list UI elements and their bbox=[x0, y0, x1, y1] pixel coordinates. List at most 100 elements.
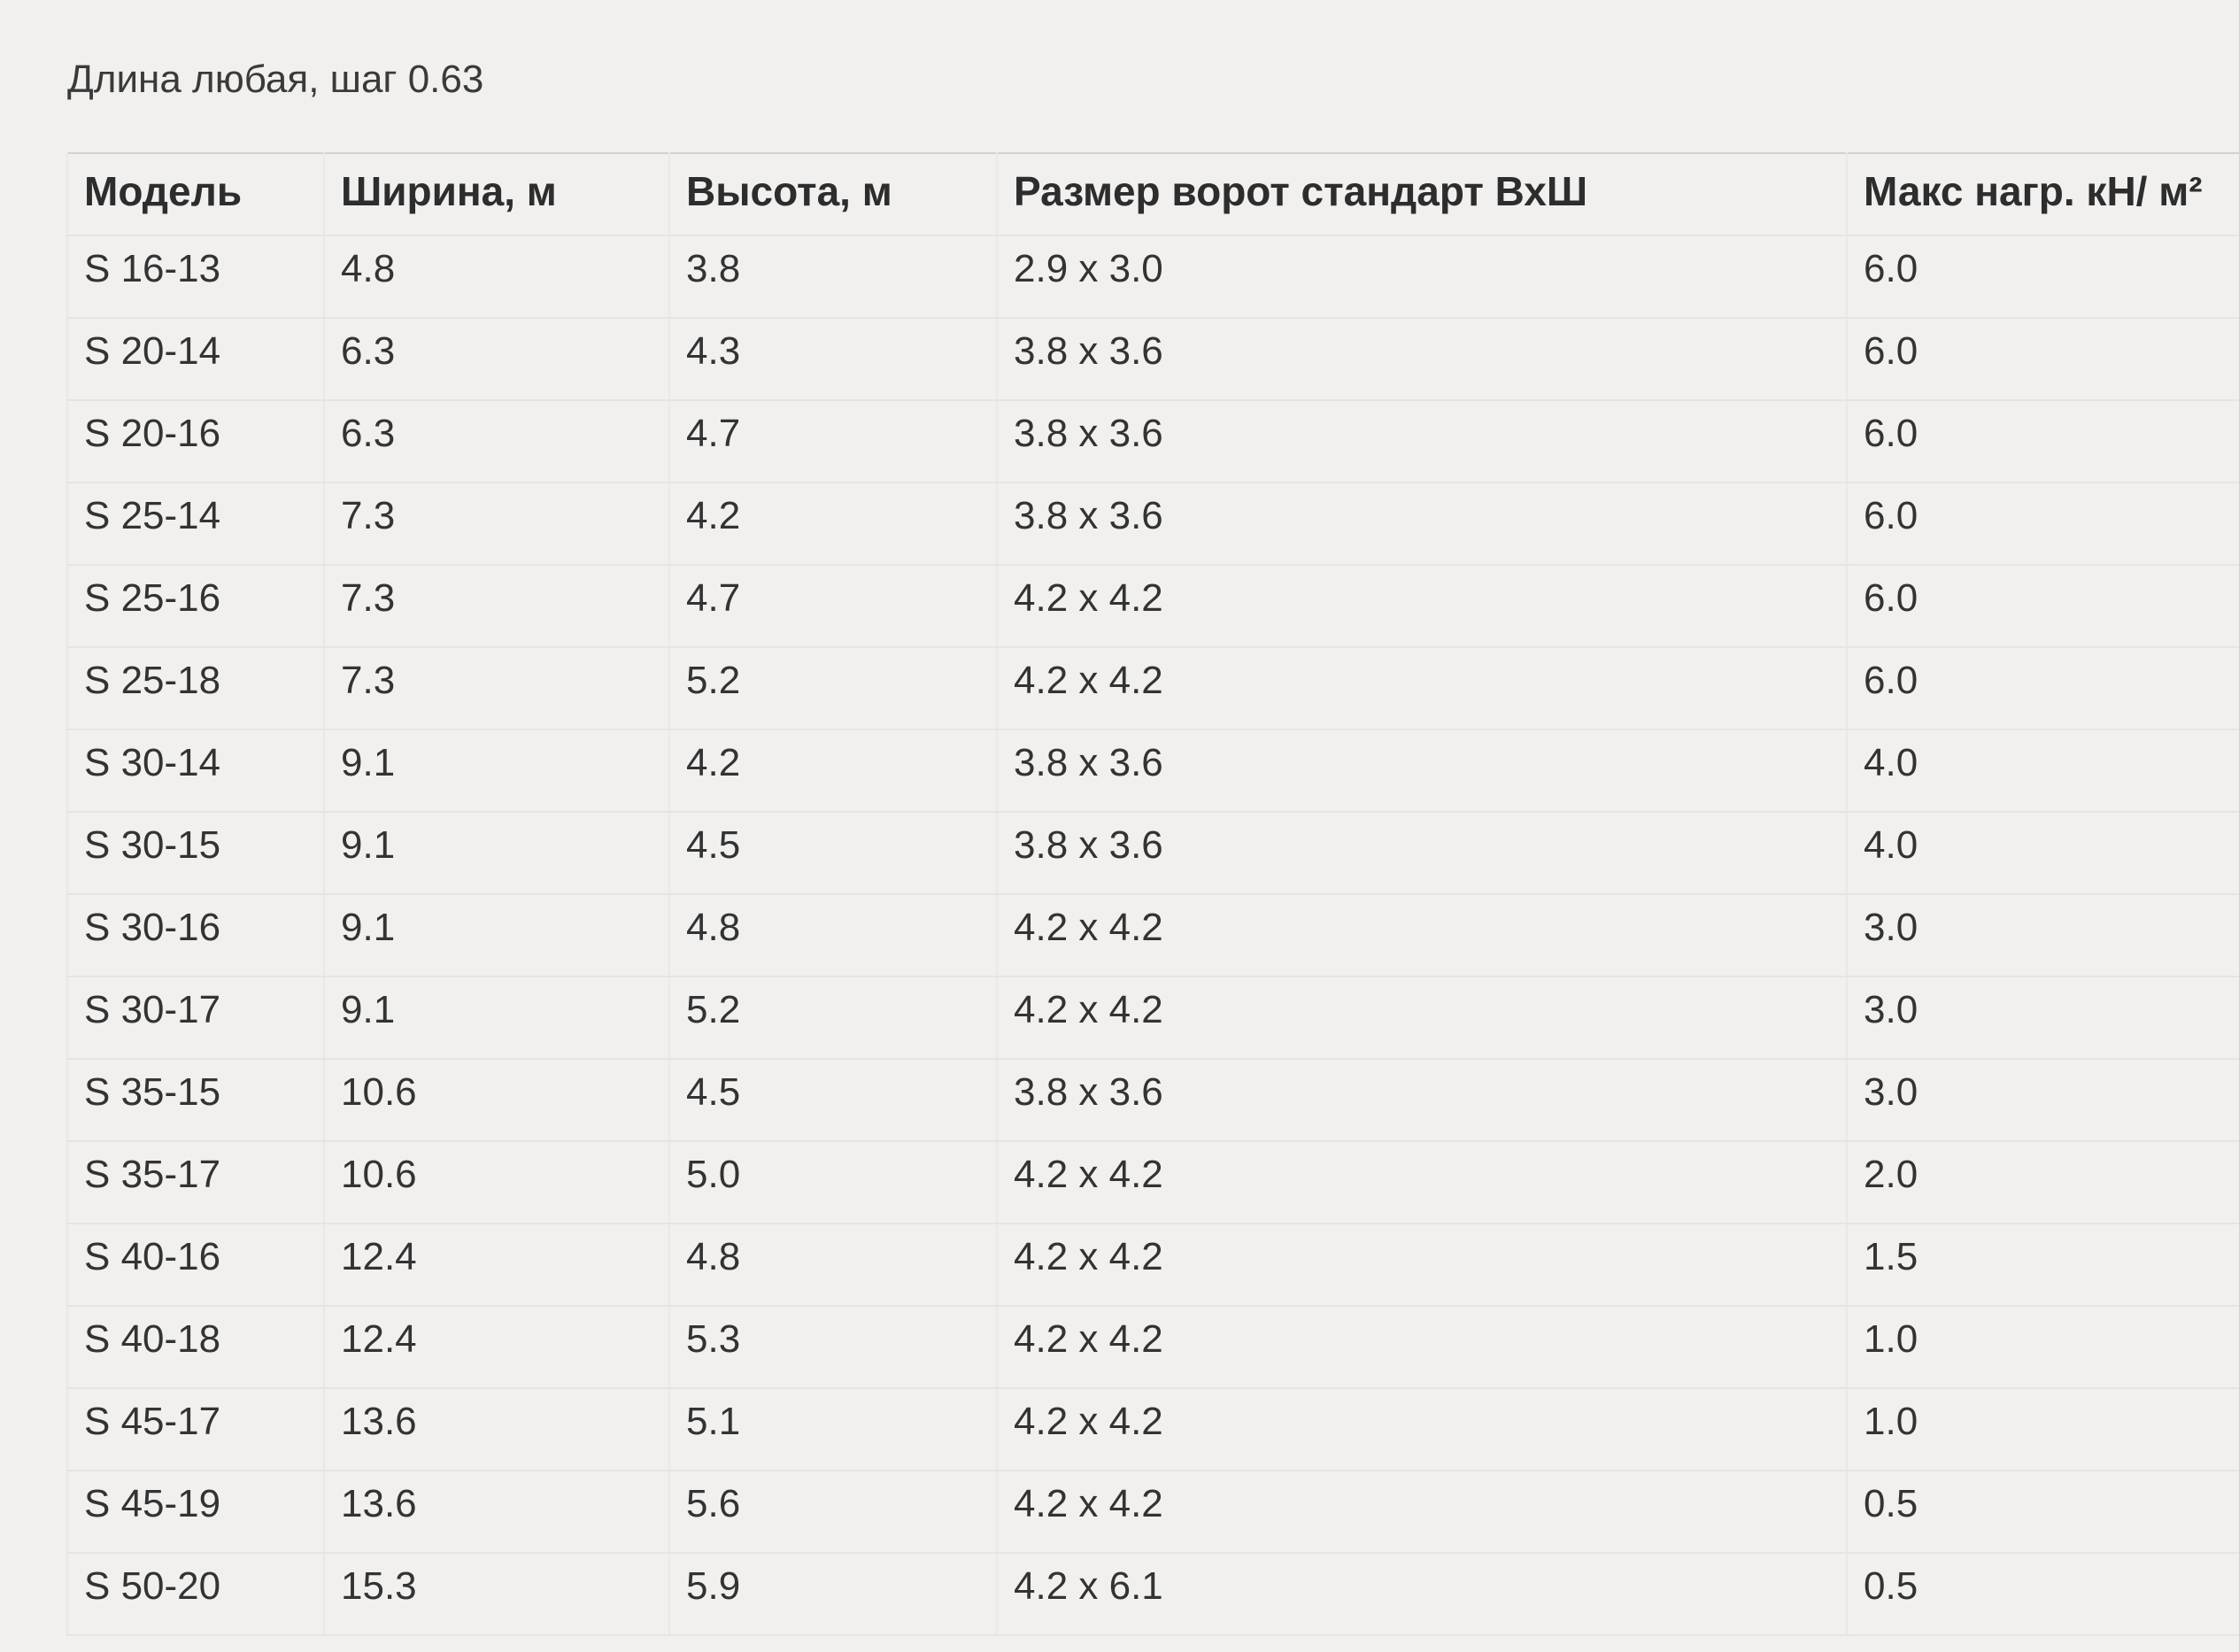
table-row: S 30-14 9.1 4.2 3.8 x 3.6 4.0 bbox=[66, 730, 2239, 813]
cell-width: 13.6 bbox=[323, 1471, 669, 1554]
cell-max-load: 6.0 bbox=[1846, 647, 2239, 730]
cell-gate: 4.2 x 4.2 bbox=[996, 1471, 1847, 1554]
cell-height: 5.2 bbox=[668, 647, 997, 730]
cell-height: 5.0 bbox=[668, 1141, 997, 1224]
cell-max-load: 1.5 bbox=[1846, 1224, 2239, 1307]
cell-height: 3.8 bbox=[668, 235, 997, 319]
table-row: S 30-17 9.1 5.2 4.2 x 4.2 3.0 bbox=[66, 977, 2239, 1060]
cell-max-load: 0.5 bbox=[1846, 1471, 2239, 1554]
table-row: S 40-18 12.4 5.3 4.2 x 4.2 1.0 bbox=[66, 1306, 2239, 1389]
table-row: S 20-14 6.3 4.3 3.8 x 3.6 6.0 bbox=[66, 318, 2239, 401]
cell-max-load: 3.0 bbox=[1846, 894, 2239, 977]
cell-height: 4.5 bbox=[668, 1059, 997, 1142]
cell-max-load: 1.0 bbox=[1846, 1306, 2239, 1389]
cell-model: S 16-13 bbox=[66, 235, 324, 319]
cell-model: S 30-14 bbox=[66, 730, 324, 813]
cell-width: 10.6 bbox=[323, 1141, 669, 1224]
table-row: S 25-16 7.3 4.7 4.2 x 4.2 6.0 bbox=[66, 565, 2239, 648]
cell-width: 12.4 bbox=[323, 1224, 669, 1307]
cell-height: 5.9 bbox=[668, 1553, 997, 1636]
cell-gate: 4.2 x 4.2 bbox=[996, 1388, 1847, 1471]
cell-gate: 4.2 x 4.2 bbox=[996, 1224, 1847, 1307]
column-header-width: Ширина, м bbox=[323, 153, 669, 236]
cell-height: 4.2 bbox=[668, 730, 997, 813]
cell-gate: 3.8 x 3.6 bbox=[996, 730, 1847, 813]
cell-model: S 25-18 bbox=[66, 647, 324, 730]
cell-width: 7.3 bbox=[323, 565, 669, 648]
cell-max-load: 2.0 bbox=[1846, 1141, 2239, 1224]
cell-width: 9.1 bbox=[323, 977, 669, 1060]
table-row: S 30-15 9.1 4.5 3.8 x 3.6 4.0 bbox=[66, 812, 2239, 895]
cell-width: 6.3 bbox=[323, 318, 669, 401]
cell-model: S 30-15 bbox=[66, 812, 324, 895]
cell-model: S 30-17 bbox=[66, 977, 324, 1060]
spec-table-container: Модель Ширина, м Высота, м Размер ворот ста… bbox=[66, 152, 2239, 1636]
cell-gate: 3.8 x 3.6 bbox=[996, 1059, 1847, 1142]
cell-height: 4.2 bbox=[668, 482, 997, 566]
cell-max-load: 4.0 bbox=[1846, 812, 2239, 895]
cell-max-load: 6.0 bbox=[1846, 235, 2239, 319]
cell-height: 4.8 bbox=[668, 1224, 997, 1307]
cell-height: 5.6 bbox=[668, 1471, 997, 1554]
cell-width: 15.3 bbox=[323, 1553, 669, 1636]
cell-model: S 40-18 bbox=[66, 1306, 324, 1389]
cell-width: 12.4 bbox=[323, 1306, 669, 1389]
table-body: S 16-13 4.8 3.8 2.9 x 3.0 6.0 S 20-14 6.3 4.3 3.… bbox=[66, 235, 2239, 1636]
column-header-max-load: Макс нагр. кН/ м² bbox=[1846, 153, 2239, 236]
table-header-row: Модель Ширина, м Высота, м Размер ворот ста… bbox=[66, 153, 2239, 236]
cell-height: 5.2 bbox=[668, 977, 997, 1060]
cell-max-load: 1.0 bbox=[1846, 1388, 2239, 1471]
column-header-model: Модель bbox=[66, 153, 324, 236]
cell-gate: 2.9 x 3.0 bbox=[996, 235, 1847, 319]
cell-max-load: 4.0 bbox=[1846, 730, 2239, 813]
cell-gate: 4.2 x 4.2 bbox=[996, 977, 1847, 1060]
cell-gate: 4.2 x 4.2 bbox=[996, 1306, 1847, 1389]
cell-height: 5.1 bbox=[668, 1388, 997, 1471]
spec-table: Модель Ширина, м Высота, м Размер ворот ста… bbox=[66, 152, 2239, 1636]
cell-height: 5.3 bbox=[668, 1306, 997, 1389]
cell-width: 7.3 bbox=[323, 647, 669, 730]
cell-gate: 4.2 x 4.2 bbox=[996, 894, 1847, 977]
cell-width: 10.6 bbox=[323, 1059, 669, 1142]
table-row: S 45-17 13.6 5.1 4.2 x 4.2 1.0 bbox=[66, 1388, 2239, 1471]
cell-height: 4.3 bbox=[668, 318, 997, 401]
cell-model: S 35-17 bbox=[66, 1141, 324, 1224]
column-header-gate: Размер ворот стандарт ВхШ bbox=[996, 153, 1847, 236]
cell-gate: 4.2 x 6.1 bbox=[996, 1553, 1847, 1636]
cell-model: S 50-20 bbox=[66, 1553, 324, 1636]
cell-max-load: 6.0 bbox=[1846, 565, 2239, 648]
table-row: S 20-16 6.3 4.7 3.8 x 3.6 6.0 bbox=[66, 400, 2239, 483]
cell-model: S 30-16 bbox=[66, 894, 324, 977]
table-row: S 30-16 9.1 4.8 4.2 x 4.2 3.0 bbox=[66, 894, 2239, 977]
table-row: S 50-20 15.3 5.9 4.2 x 6.1 0.5 bbox=[66, 1553, 2239, 1636]
cell-model: S 35-15 bbox=[66, 1059, 324, 1142]
cell-height: 4.7 bbox=[668, 400, 997, 483]
cell-width: 6.3 bbox=[323, 400, 669, 483]
cell-width: 7.3 bbox=[323, 482, 669, 566]
cell-model: S 20-16 bbox=[66, 400, 324, 483]
length-step-note: Длина любая, шаг 0.63 bbox=[67, 58, 484, 101]
table-row: S 35-15 10.6 4.5 3.8 x 3.6 3.0 bbox=[66, 1059, 2239, 1142]
cell-width: 4.8 bbox=[323, 235, 669, 319]
cell-gate: 4.2 x 4.2 bbox=[996, 647, 1847, 730]
table-row: S 16-13 4.8 3.8 2.9 x 3.0 6.0 bbox=[66, 235, 2239, 319]
cell-height: 4.5 bbox=[668, 812, 997, 895]
cell-model: S 25-16 bbox=[66, 565, 324, 648]
cell-gate: 3.8 x 3.6 bbox=[996, 812, 1847, 895]
table-row: S 45-19 13.6 5.6 4.2 x 4.2 0.5 bbox=[66, 1471, 2239, 1554]
cell-max-load: 0.5 bbox=[1846, 1553, 2239, 1636]
cell-model: S 45-17 bbox=[66, 1388, 324, 1471]
column-header-height: Высота, м bbox=[668, 153, 997, 236]
table-row: S 25-14 7.3 4.2 3.8 x 3.6 6.0 bbox=[66, 482, 2239, 566]
cell-height: 4.8 bbox=[668, 894, 997, 977]
cell-width: 9.1 bbox=[323, 730, 669, 813]
cell-width: 9.1 bbox=[323, 812, 669, 895]
cell-gate: 4.2 x 4.2 bbox=[996, 1141, 1847, 1224]
cell-max-load: 6.0 bbox=[1846, 482, 2239, 566]
cell-gate: 4.2 x 4.2 bbox=[996, 565, 1847, 648]
cell-model: S 40-16 bbox=[66, 1224, 324, 1307]
cell-gate: 3.8 x 3.6 bbox=[996, 400, 1847, 483]
cell-width: 13.6 bbox=[323, 1388, 669, 1471]
cell-max-load: 6.0 bbox=[1846, 318, 2239, 401]
cell-width: 9.1 bbox=[323, 894, 669, 977]
